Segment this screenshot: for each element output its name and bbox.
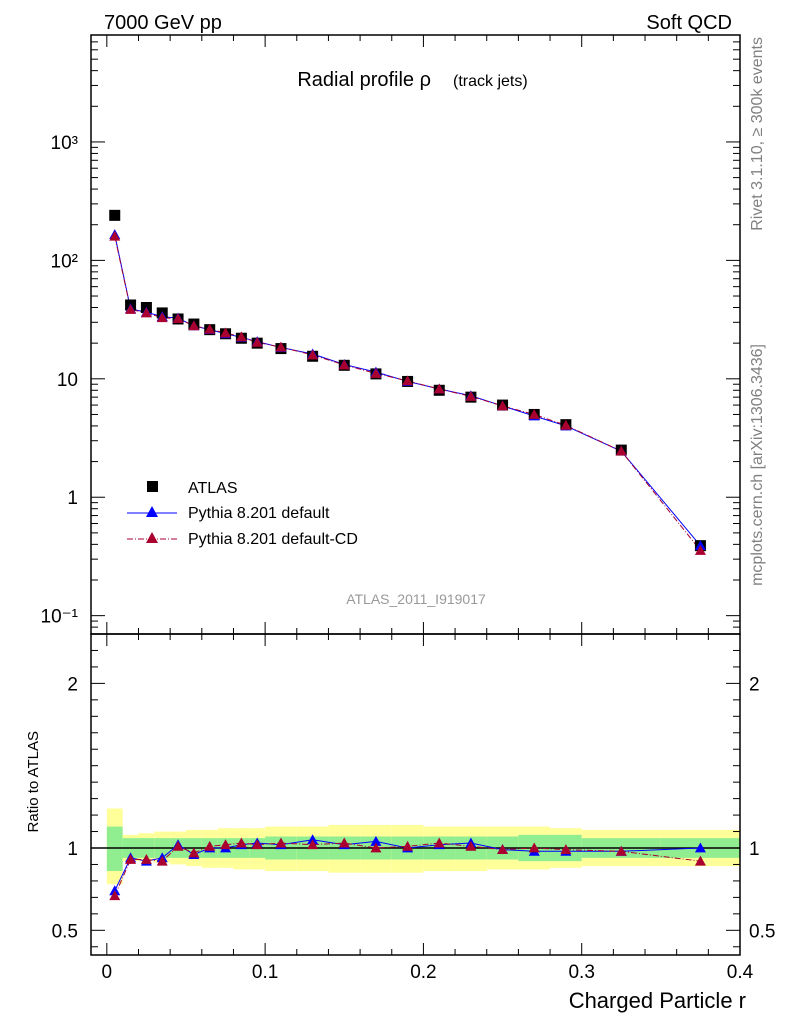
data-point-pythia-8-201-default-cd — [251, 336, 263, 347]
analysis-label: ATLAS_2011_I919017 — [346, 591, 486, 607]
ratio-y-axis-title: Ratio to ATLAS — [25, 731, 42, 832]
ratio-point-pythia-8-201-default-cd — [307, 839, 319, 850]
y-tick-label: 10 — [57, 370, 78, 391]
data-point-pythia-8-201-default-cd — [402, 375, 414, 386]
series-line-pythia-8-201-default — [114, 234, 701, 546]
data-point-pythia-8-201-default-cd — [125, 303, 137, 314]
ratio-point-pythia-8-201-default-cd — [188, 847, 200, 858]
ratio-point-pythia-8-201-default-cd — [560, 844, 572, 855]
ratio-point-pythia-8-201-default-cd — [694, 855, 706, 866]
ratio-point-pythia-8-201-default — [694, 842, 706, 853]
ratio-point-pythia-8-201-default-cd — [370, 842, 382, 853]
data-point-atlas — [109, 209, 121, 221]
ratio-y-tick-label: 0.5 — [52, 921, 78, 942]
data-point-pythia-8-201-default-cd — [370, 367, 382, 378]
legend-marker-pythia-cd — [146, 532, 158, 543]
ratio-plot-frame — [90, 633, 741, 956]
ratio-point-pythia-8-201-default-cd — [220, 839, 232, 850]
ratio-line-pythia-8-201-default — [114, 839, 701, 892]
legend-item-atlas: ATLAS — [147, 480, 238, 497]
axes: 0 0.1 0.2 0.3 0.4 10⁻¹ 1 10 10² 10³ 0.5 0.5 1 1 2 2 — [41, 34, 775, 983]
legend-marker-atlas — [147, 481, 158, 492]
ratio-point-pythia-8-201-default-cd — [465, 840, 477, 851]
data-point-pythia-8-201-default-cd — [307, 349, 319, 360]
y-tick-label: 10³ — [51, 133, 78, 154]
series-line-pythia-8-201-default-cd — [114, 236, 701, 551]
legend-item-pythia-cd: Pythia 8.201 default-CD — [127, 531, 358, 548]
ratio-point-pythia-8-201-default-cd — [497, 844, 509, 855]
legend-marker-pythia-default — [146, 506, 158, 517]
data-point-pythia-8-201-default-cd — [275, 341, 287, 352]
ratio-point-pythia-8-201-default-cd — [275, 837, 287, 848]
data-point-pythia-8-201-default-cd — [560, 419, 572, 430]
data-point-pythia-8-201-default-cd — [140, 307, 152, 318]
legend-item-pythia-default: Pythia 8.201 default — [127, 505, 330, 522]
legend-label-atlas: ATLAS — [188, 480, 238, 497]
ratio-line-pythia-8-201-default-cd — [114, 842, 701, 896]
legend: ATLAS Pythia 8.201 default Pythia 8.201 … — [127, 480, 358, 548]
legend-label-pythia-cd: Pythia 8.201 default-CD — [188, 531, 358, 548]
data-point-pythia-8-201-default-cd — [156, 312, 168, 323]
mcplots-label: mcplots.cern.ch [arXiv:1306.3436] — [749, 344, 766, 586]
data-point-pythia-8-201-default-cd — [497, 400, 509, 411]
ratio-y-tick-label-right: 1 — [749, 839, 760, 860]
ratio-point-pythia-8-201-default-cd — [615, 845, 627, 856]
stat-uncertainty-band-0 — [106, 826, 123, 872]
x-tick-label: 0.3 — [568, 962, 594, 983]
ratio-point-pythia-8-201-default-cd — [140, 854, 152, 864]
ratio-point-pythia-8-201-default-cd — [109, 890, 121, 901]
main-plot-content — [109, 209, 706, 555]
data-point-pythia-8-201-default-cd — [204, 323, 216, 334]
ratio-point-pythia-8-201-default-cd — [204, 840, 216, 851]
ratio-point-pythia-8-201-default-cd — [125, 854, 137, 864]
ratio-y-tick-label-right: 0.5 — [749, 921, 775, 942]
header-right: Soft QCD — [646, 12, 732, 34]
data-point-pythia-8-201-default-cd — [465, 390, 477, 401]
ratio-point-pythia-8-201-default-cd — [402, 840, 414, 851]
x-tick-label: 0.2 — [410, 962, 436, 983]
ratio-point-pythia-8-201-default-cd — [433, 837, 445, 848]
y-tick-label: 10⁻¹ — [41, 607, 79, 628]
plot-title-suffix: (track jets) — [453, 73, 528, 90]
plot-title: Radial profile ρ — [297, 69, 431, 91]
data-point-pythia-8-201-default-cd — [109, 230, 121, 241]
ratio-y-tick-label: 1 — [67, 839, 78, 860]
ratio-point-pythia-8-201-default-cd — [235, 837, 247, 848]
x-tick-label: 0 — [102, 962, 113, 983]
data-point-pythia-8-201-default-cd — [235, 331, 247, 342]
ratio-point-pythia-8-201-default-cd — [172, 840, 184, 851]
data-point-pythia-8-201-default-cd — [220, 327, 232, 338]
x-tick-label: 0.1 — [252, 962, 278, 983]
ratio-point-pythia-8-201-default-cd — [251, 839, 263, 850]
ratio-y-tick-label: 2 — [67, 674, 78, 695]
data-point-pythia-8-201-default-cd — [188, 320, 200, 331]
ratio-point-pythia-8-201-default-cd — [156, 855, 168, 866]
ratio-point-pythia-8-201-default-cd — [338, 837, 350, 848]
data-point-pythia-8-201-default-cd — [528, 408, 540, 419]
ratio-point-pythia-8-201-default-cd — [528, 842, 540, 853]
legend-label-pythia-default: Pythia 8.201 default — [188, 505, 330, 522]
y-tick-label: 1 — [67, 488, 78, 509]
x-tick-label: 0.4 — [727, 962, 754, 983]
header-left: 7000 GeV pp — [104, 12, 222, 34]
rivet-label: Rivet 3.1.10, ≥ 300k events — [749, 37, 766, 231]
data-point-pythia-8-201-default-cd — [338, 359, 350, 370]
ratio-y-tick-label-right: 2 — [749, 674, 760, 695]
ratio-point-pythia-8-201-default — [370, 835, 382, 846]
data-point-pythia-8-201-default-cd — [433, 383, 445, 394]
data-point-pythia-8-201-default-cd — [615, 445, 627, 456]
ratio-plot-content — [91, 834, 740, 901]
x-axis-title: Charged Particle r — [569, 988, 746, 1013]
y-tick-label: 10² — [51, 251, 78, 272]
data-point-pythia-8-201-default-cd — [694, 544, 706, 555]
data-point-pythia-8-201-default-cd — [172, 313, 184, 324]
